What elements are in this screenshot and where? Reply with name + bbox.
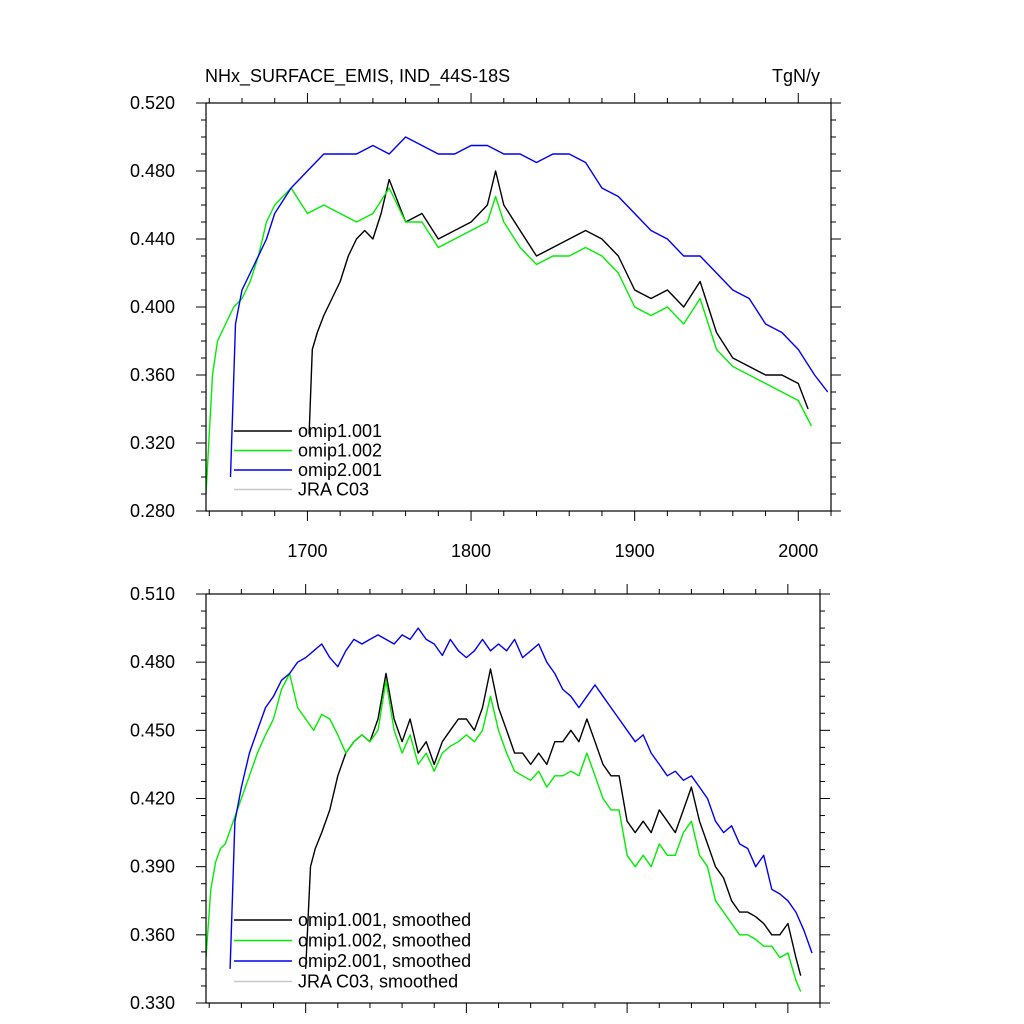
x-tick-label: 1900 bbox=[615, 541, 655, 561]
x-tick-label: 2000 bbox=[778, 541, 818, 561]
y-tick-label: 0.510 bbox=[130, 584, 175, 604]
chart-title: NHx_SURFACE_EMIS, IND_44S-18S bbox=[205, 66, 510, 87]
series-line-1-0 bbox=[305, 668, 802, 976]
y-tick-label: 0.440 bbox=[130, 229, 175, 249]
y-tick-label: 0.360 bbox=[130, 365, 175, 385]
y-tick-label: 0.280 bbox=[130, 501, 175, 521]
series-line-0-1 bbox=[206, 187, 813, 495]
y-tick-label: 0.330 bbox=[130, 993, 175, 1013]
legend-label: JRA C03 bbox=[298, 480, 369, 500]
y-tick-label: 0.520 bbox=[130, 93, 175, 113]
legend-label: omip1.002, smoothed bbox=[298, 931, 471, 951]
legend-label: omip2.001, smoothed bbox=[298, 951, 471, 971]
legend-label: omip2.001 bbox=[298, 460, 382, 480]
y-tick-label: 0.480 bbox=[130, 161, 175, 181]
legend-label: omip1.001 bbox=[298, 421, 382, 441]
y-tick-label: 0.480 bbox=[130, 652, 175, 672]
series-line-1-1 bbox=[206, 672, 802, 992]
y-tick-label: 0.420 bbox=[130, 789, 175, 809]
x-tick-label: 1700 bbox=[287, 541, 327, 561]
x-tick-label: 1800 bbox=[451, 541, 491, 561]
series-line-0-0 bbox=[308, 170, 809, 435]
y-tick-label: 0.320 bbox=[130, 433, 175, 453]
y-tick-label: 0.450 bbox=[130, 720, 175, 740]
top-panel-raw: 0.280 0.320 0.360 0.400 0.440 0.480 0.520 1700 1… bbox=[130, 93, 841, 561]
legend-label: omip1.001, smoothed bbox=[298, 910, 471, 930]
legend-label: omip1.002 bbox=[298, 441, 382, 461]
legend-label: JRA C03, smoothed bbox=[298, 972, 458, 992]
bottom-panel-smoothed: 0.330 0.360 0.390 0.420 0.450 0.480 0.510 omip1… bbox=[130, 584, 830, 1013]
y-tick-label: 0.390 bbox=[130, 857, 175, 877]
series-line-1-2 bbox=[229, 627, 813, 969]
y-tick-label: 0.400 bbox=[130, 297, 175, 317]
series-line-0-2 bbox=[229, 136, 829, 478]
units-label: TgN/y bbox=[772, 66, 820, 86]
y-tick-label: 0.360 bbox=[130, 925, 175, 945]
